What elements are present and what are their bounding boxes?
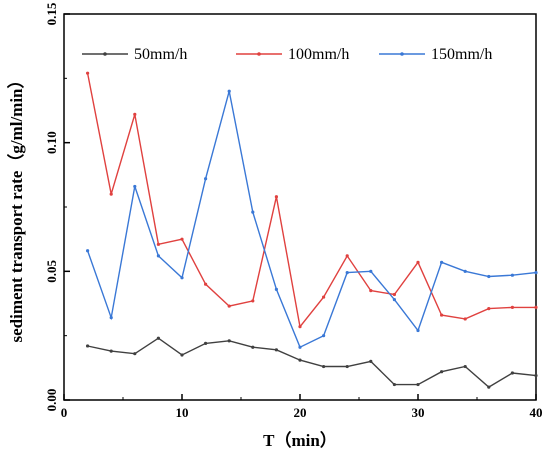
data-point bbox=[487, 307, 491, 311]
data-point bbox=[345, 271, 349, 275]
y-axis-title: sediment transport rate（g/ml/min） bbox=[6, 71, 26, 342]
data-point bbox=[534, 373, 538, 378]
data-point bbox=[463, 269, 467, 273]
data-point bbox=[274, 195, 278, 199]
data-point bbox=[227, 339, 231, 343]
x-tick-label: 0 bbox=[61, 405, 68, 420]
data-point bbox=[322, 364, 326, 369]
data-point bbox=[298, 358, 302, 362]
data-point bbox=[86, 71, 90, 75]
data-point bbox=[86, 249, 90, 253]
legend: 50mm/h 100mm/h 150mm/h bbox=[82, 46, 492, 63]
data-point bbox=[109, 316, 113, 320]
data-point bbox=[156, 242, 160, 246]
data-point bbox=[133, 112, 137, 116]
data-point bbox=[251, 210, 255, 214]
series-line bbox=[86, 91, 537, 349]
data-point bbox=[440, 313, 444, 317]
data-point bbox=[133, 184, 137, 189]
legend-marker bbox=[400, 52, 404, 56]
data-point bbox=[534, 271, 538, 275]
data-point bbox=[369, 269, 373, 273]
x-tick-label: 10 bbox=[176, 405, 189, 420]
data-point bbox=[86, 344, 90, 348]
data-point bbox=[369, 359, 373, 363]
data-point bbox=[251, 345, 255, 349]
series-2 bbox=[86, 89, 538, 349]
data-point bbox=[534, 305, 538, 309]
data-point bbox=[322, 295, 326, 299]
data-point bbox=[204, 341, 208, 345]
series-1 bbox=[86, 71, 538, 329]
y-tick-label: 0.15 bbox=[44, 2, 59, 25]
data-point bbox=[510, 273, 514, 277]
data-point bbox=[510, 305, 514, 309]
data-point bbox=[180, 237, 184, 241]
data-point bbox=[510, 371, 514, 375]
data-point bbox=[440, 260, 444, 264]
data-point bbox=[322, 334, 326, 338]
data-point bbox=[180, 353, 184, 357]
data-point bbox=[298, 345, 302, 349]
series-line bbox=[87, 337, 537, 388]
legend-label: 150mm/h bbox=[431, 46, 492, 63]
y-tick-label: 0.10 bbox=[44, 131, 59, 154]
plot-area bbox=[63, 13, 537, 401]
data-point bbox=[440, 370, 444, 374]
data-point bbox=[274, 287, 278, 291]
data-point bbox=[416, 260, 420, 264]
data-point bbox=[133, 352, 137, 356]
data-point bbox=[156, 336, 160, 340]
data-point bbox=[298, 325, 302, 329]
plot-frame bbox=[63, 13, 537, 401]
series-lines bbox=[86, 71, 538, 389]
data-point bbox=[369, 289, 373, 293]
data-point bbox=[204, 282, 208, 286]
data-point bbox=[463, 364, 467, 369]
x-axis-title: T（min） bbox=[263, 430, 337, 450]
legend-label: 100mm/h bbox=[288, 46, 349, 63]
x-tick-label: 30 bbox=[412, 405, 425, 420]
data-point bbox=[487, 385, 491, 389]
data-point bbox=[109, 349, 113, 353]
data-point bbox=[345, 364, 349, 369]
data-point bbox=[204, 177, 208, 181]
data-point bbox=[180, 276, 184, 280]
data-point bbox=[109, 192, 113, 196]
data-point bbox=[227, 89, 231, 93]
data-point bbox=[251, 299, 255, 303]
data-point bbox=[392, 298, 396, 302]
data-point bbox=[392, 292, 396, 297]
y-tick-label: 0.00 bbox=[44, 389, 59, 412]
series-line bbox=[86, 73, 536, 329]
data-point bbox=[463, 317, 467, 321]
x-tick-label: 20 bbox=[294, 405, 307, 420]
data-point bbox=[156, 254, 160, 258]
axes: 0 10 20 30 40 0.00 0.05 0.10 0.15 bbox=[44, 2, 543, 420]
x-tick-label: 40 bbox=[530, 405, 543, 420]
data-point bbox=[392, 382, 396, 387]
data-point bbox=[487, 274, 491, 279]
data-point bbox=[274, 348, 278, 352]
legend-marker bbox=[103, 52, 107, 56]
data-point bbox=[416, 328, 420, 333]
legend-marker bbox=[257, 52, 261, 56]
series-0 bbox=[86, 336, 538, 389]
data-point bbox=[227, 304, 231, 308]
legend-label: 50mm/h bbox=[134, 46, 187, 63]
data-point bbox=[416, 382, 420, 387]
y-tick-label: 0.05 bbox=[44, 259, 59, 282]
data-point bbox=[345, 254, 349, 258]
